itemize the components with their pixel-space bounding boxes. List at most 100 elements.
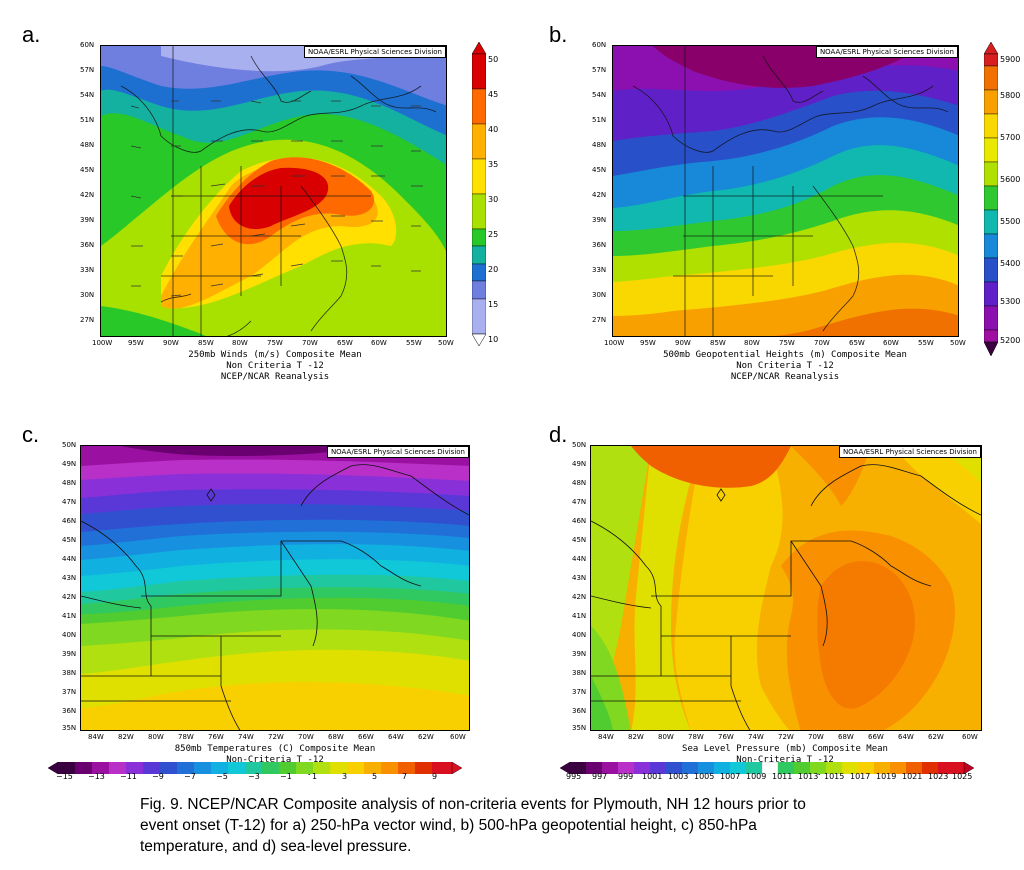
panel-c-letter: c. xyxy=(22,422,40,447)
lon-tick: 72W xyxy=(778,733,794,741)
lon-tick: 70W xyxy=(302,339,318,347)
lat-tick: 36N xyxy=(62,707,77,715)
colorbar-label: 1001 xyxy=(642,772,663,781)
lat-tick: 48N xyxy=(572,479,587,487)
colorbar-label: 10 xyxy=(488,335,499,344)
map-a-colorbar-svg xyxy=(471,41,487,347)
map-d-credit: NOAA/ESRL Physical Sciences Division xyxy=(838,446,981,458)
colorbar-label: 1 xyxy=(312,772,318,781)
lon-tick: 66W xyxy=(358,733,374,741)
caption-line: 250mb Winds (m/s) Composite Mean xyxy=(188,350,362,360)
figure-caption-line: event onset (T-12) for a) 250-hPa vector… xyxy=(140,817,757,834)
panel-b-letter: b. xyxy=(549,22,568,47)
map-d-colorbar xyxy=(559,759,975,775)
panel-a-letter: a. xyxy=(22,22,41,47)
lat-tick: 46N xyxy=(572,517,587,525)
lon-tick: 75W xyxy=(267,339,283,347)
panel-d-letter: d. xyxy=(549,422,568,447)
caption-line: Non-Criteria T -12 xyxy=(736,755,834,765)
lat-tick: 50N xyxy=(62,441,77,449)
colorbar-label: 40 xyxy=(488,125,499,134)
colorbar-label: −3 xyxy=(248,772,260,781)
colorbar-label: 15 xyxy=(488,300,499,309)
lat-tick: 37N xyxy=(62,688,77,696)
lon-tick: 68W xyxy=(838,733,854,741)
figure-caption-line: temperature, and d) sea-level pressure. xyxy=(140,838,412,855)
caption-line: NCEP/NCAR Reanalysis xyxy=(730,372,840,382)
lat-tick: 47N xyxy=(62,498,77,506)
map-d-colorbar-labels: 995 997 999 1001 1003 1005 1007 1009 101… xyxy=(560,772,974,782)
colorbar-label: 1021 xyxy=(902,772,923,781)
colorbar-label: 5400 xyxy=(1000,259,1021,268)
lat-tick: 47N xyxy=(572,498,587,506)
colorbar-label: 45 xyxy=(488,90,499,99)
lat-tick: 35N xyxy=(62,724,77,732)
colorbar-label: 5200 xyxy=(1000,336,1021,345)
lon-tick: 84W xyxy=(598,733,614,741)
colorbar-label: −13 xyxy=(88,772,105,781)
lon-tick: 65W xyxy=(337,339,353,347)
lat-tick: 33N xyxy=(80,266,95,274)
map-a-lat-ticks: 60N 57N 54N 51N 48N 45N 42N 39N 36N 33N … xyxy=(80,41,100,337)
map-c-credit: NOAA/ESRL Physical Sciences Division xyxy=(326,446,469,458)
colorbar-label: 1011 xyxy=(772,772,793,781)
map-c-850mb-temperature: NOAA/ESRL Physical Sciences Division xyxy=(80,445,470,731)
lon-tick: 95W xyxy=(128,339,144,347)
lon-tick: 80W xyxy=(658,733,674,741)
lat-tick: 45N xyxy=(62,536,77,544)
lon-tick: 70W xyxy=(814,339,830,347)
lat-tick: 38N xyxy=(62,669,77,677)
lon-tick: 66W xyxy=(868,733,884,741)
lon-tick: 62W xyxy=(928,733,944,741)
caption-line: 500mb Geopotential Heights (m) Composite… xyxy=(663,350,907,360)
colorbar-label: 1007 xyxy=(720,772,741,781)
lat-tick: 48N xyxy=(80,141,95,149)
lon-tick: 60W xyxy=(883,339,899,347)
colorbar-label: 35 xyxy=(488,160,499,169)
lon-tick: 78W xyxy=(178,733,194,741)
map-b-credit: NOAA/ESRL Physical Sciences Division xyxy=(815,46,958,58)
colorbar-label: 5500 xyxy=(1000,217,1021,226)
lat-tick: 30N xyxy=(592,291,607,299)
lon-tick: 60W xyxy=(371,339,387,347)
lat-tick: 42N xyxy=(62,593,77,601)
colorbar-label: 20 xyxy=(488,265,499,274)
colorbar-label: 995 xyxy=(566,772,582,781)
lat-tick: 39N xyxy=(80,216,95,224)
map-b-500mb-heights: NOAA/ESRL Physical Sciences Division xyxy=(612,45,959,337)
lon-tick: 70W xyxy=(298,733,314,741)
caption-line: Non Criteria T -12 xyxy=(226,361,324,371)
lat-tick: 42N xyxy=(572,593,587,601)
colorbar-label: 1023 xyxy=(928,772,949,781)
lat-tick: 54N xyxy=(80,91,95,99)
lon-tick: 80W xyxy=(744,339,760,347)
map-a-colorbar xyxy=(471,41,487,350)
map-c-colorbar-svg xyxy=(47,761,463,775)
lat-tick: 57N xyxy=(592,66,607,74)
map-a-credit: NOAA/ESRL Physical Sciences Division xyxy=(303,46,446,58)
map-c-field xyxy=(81,446,469,730)
lon-tick: 64W xyxy=(388,733,404,741)
map-d-sea-level-pressure: NOAA/ESRL Physical Sciences Division xyxy=(590,445,982,731)
map-c-colorbar xyxy=(47,759,463,775)
lat-tick: 38N xyxy=(572,669,587,677)
lon-tick: 84W xyxy=(88,733,104,741)
lon-tick: 90W xyxy=(163,339,179,347)
lon-tick: 95W xyxy=(640,339,656,347)
caption-line: NCEP/NCAR Reanalysis xyxy=(220,372,330,382)
map-c-colorbar-labels: −15 −13 −11 −9 −7 −5 −3 −1 1 3 5 7 9 xyxy=(48,772,462,782)
lat-tick: 42N xyxy=(592,191,607,199)
lon-tick: 74W xyxy=(748,733,764,741)
lat-tick: 45N xyxy=(592,166,607,174)
lat-tick: 27N xyxy=(80,316,95,324)
lat-tick: 54N xyxy=(592,91,607,99)
lon-tick: 75W xyxy=(779,339,795,347)
colorbar-label: 5800 xyxy=(1000,91,1021,100)
lat-tick: 36N xyxy=(572,707,587,715)
colorbar-label: 5600 xyxy=(1000,175,1021,184)
lon-tick: 55W xyxy=(406,339,422,347)
lat-tick: 48N xyxy=(62,479,77,487)
map-b-colorbar-svg xyxy=(983,41,999,357)
colorbar-label: 1005 xyxy=(694,772,715,781)
map-b-field xyxy=(613,46,958,336)
